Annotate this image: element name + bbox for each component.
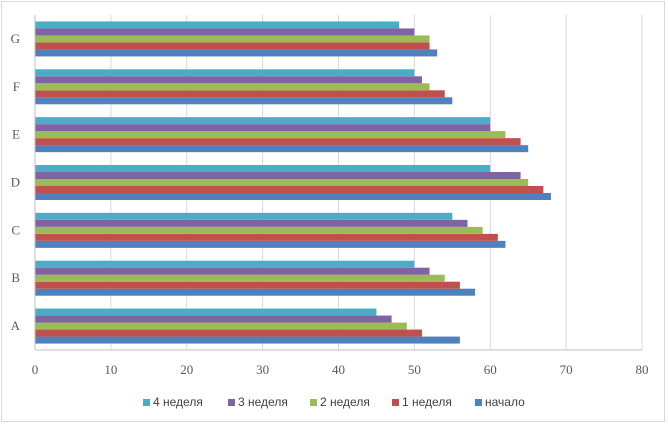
bar-D-0 (35, 193, 551, 200)
bar-B-0 (35, 288, 476, 296)
bar-F-2 (35, 83, 430, 91)
bar-D-3 (35, 172, 521, 179)
bar-F-1 (35, 90, 445, 98)
x-tick-label: 10 (104, 362, 117, 377)
bar-G-4 (35, 21, 400, 29)
bar-C-2 (35, 226, 483, 234)
y-axis: A B C D E F G (11, 15, 36, 350)
bar-B-1 (35, 281, 460, 289)
legend-label: начало (485, 395, 525, 409)
legend-swatch (143, 399, 150, 406)
bars (35, 21, 551, 344)
bar-C-1 (35, 233, 498, 241)
bar-D-2 (35, 179, 529, 186)
bar-G-3 (35, 28, 415, 36)
y-tick-label: D (11, 175, 20, 190)
bar-F-0 (35, 97, 453, 105)
legend-swatch (475, 399, 482, 406)
bar-A-4 (35, 308, 377, 316)
x-tick-label: 20 (180, 362, 193, 377)
bar-E-2 (35, 131, 506, 139)
bar-G-0 (35, 49, 438, 57)
bar-B-2 (35, 274, 445, 282)
bar-C-4 (35, 212, 453, 220)
bar-E-3 (35, 124, 491, 132)
y-tick-label: C (11, 222, 20, 237)
x-tick-label: 50 (408, 362, 421, 377)
y-tick-label: E (12, 127, 20, 142)
bar-A-2 (35, 322, 407, 330)
x-tick-label: 30 (256, 362, 269, 377)
x-tick-label: 0 (32, 362, 39, 377)
bar-D-1 (35, 186, 544, 193)
bar-E-0 (35, 145, 529, 153)
bar-A-3 (35, 315, 392, 323)
bar-G-1 (35, 42, 430, 50)
legend-label: 3 неделя (238, 395, 288, 409)
y-tick-label: A (11, 318, 21, 333)
bar-D-4 (35, 165, 491, 172)
y-tick-label: G (11, 31, 20, 46)
legend: 4 неделя 3 неделя 2 неделя 1 неделя начало (143, 395, 525, 409)
bar-F-3 (35, 76, 422, 84)
legend-label: 1 неделя (402, 395, 452, 409)
bar-C-0 (35, 240, 506, 248)
y-tick-label: B (11, 270, 20, 285)
legend-swatch (392, 399, 399, 406)
bar-F-4 (35, 69, 415, 77)
legend-label: 4 неделя (153, 395, 203, 409)
x-axis: 0 10 20 30 40 50 60 70 80 (32, 349, 649, 377)
x-tick-label: 80 (636, 362, 649, 377)
legend-swatch (228, 399, 235, 406)
bar-A-0 (35, 336, 460, 344)
x-tick-label: 70 (560, 362, 573, 377)
bar-E-1 (35, 138, 521, 146)
bar-A-1 (35, 329, 422, 337)
legend-swatch (310, 399, 317, 406)
bar-B-3 (35, 267, 430, 275)
bar-G-2 (35, 35, 430, 43)
bar-E-4 (35, 117, 491, 125)
bar-C-3 (35, 219, 468, 227)
bar-B-4 (35, 260, 415, 268)
y-tick-label: F (13, 79, 20, 94)
x-tick-label: 60 (484, 362, 497, 377)
legend-label: 2 неделя (320, 395, 370, 409)
x-tick-label: 40 (332, 362, 345, 377)
